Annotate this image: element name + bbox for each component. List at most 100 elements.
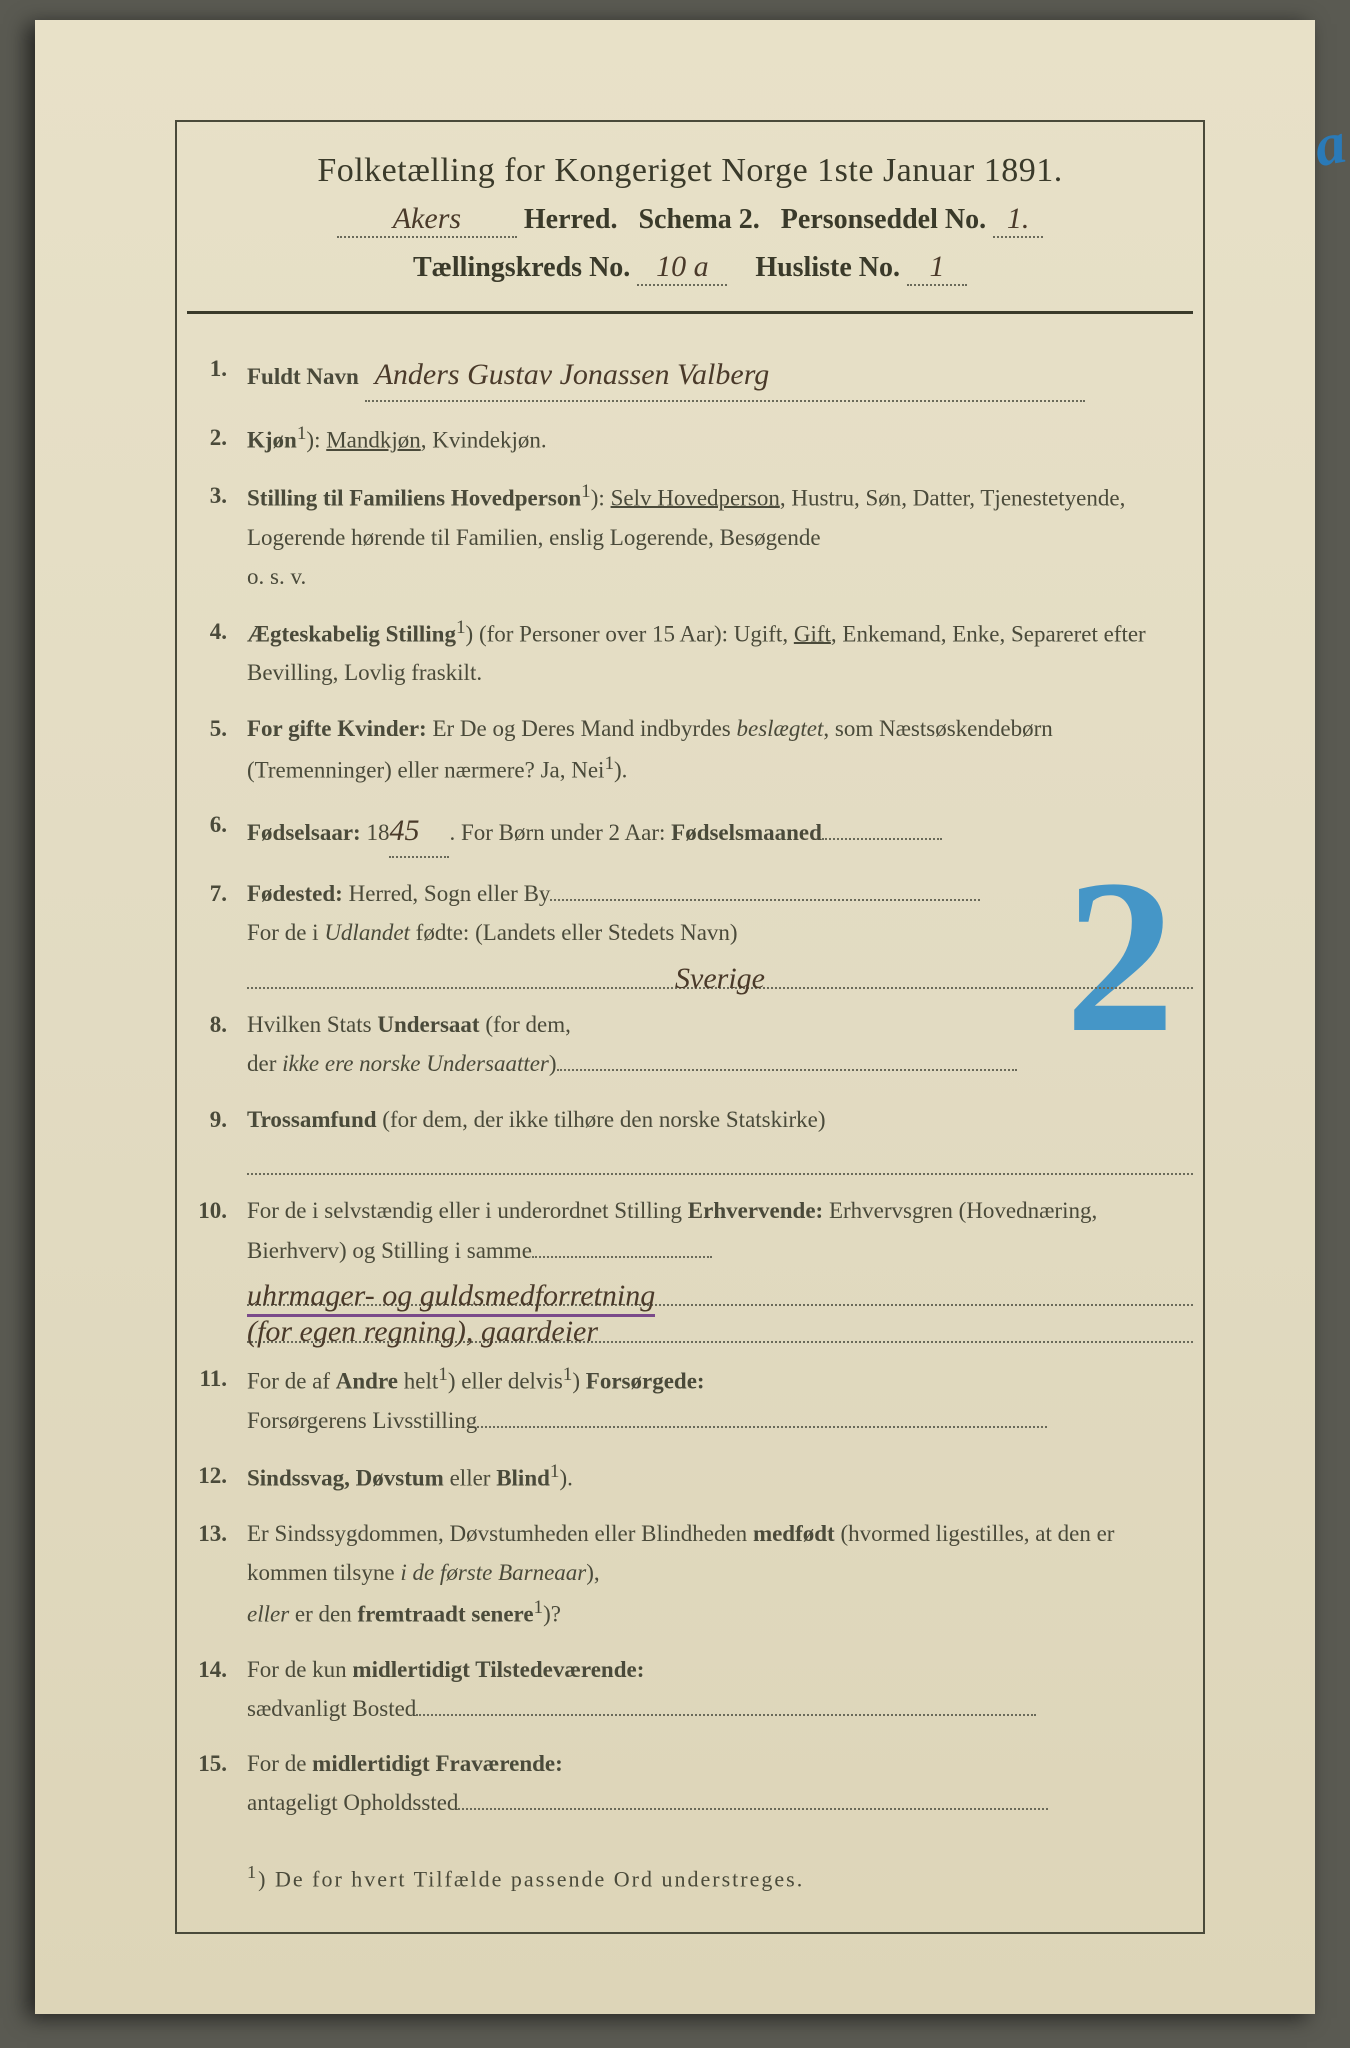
question-10: 10. For de i selvstændig eller i underor…: [187, 1191, 1193, 1343]
q11-sup1: 1: [438, 1364, 448, 1385]
q4-num: 4.: [187, 612, 247, 693]
q13-rest1: Er Sindssygdommen, Døvstumheden eller Bl…: [247, 1521, 753, 1546]
herred-value: Akers: [337, 202, 517, 238]
q2-opt2: , Kvindekjøn.: [421, 428, 547, 453]
q7-blank1: [550, 899, 980, 901]
footnote-text: ) De for hvert Tilfælde passende Ord und…: [258, 1866, 804, 1891]
sub-line-2: Tællingskreds No. 10 a Husliste No. 1: [187, 250, 1193, 286]
q8-line2a: der: [247, 1051, 282, 1076]
q5-italic: beslægtet: [736, 716, 823, 741]
q13-label2: fremtraadt senere: [357, 1602, 533, 1627]
question-14: 14. For de kun midlertidigt Tilstedevære…: [187, 1650, 1193, 1728]
q13-rest4: )?: [543, 1602, 561, 1627]
q11-line2: Forsørgerens Livsstilling: [247, 1408, 477, 1433]
q14-num: 14.: [187, 1650, 247, 1728]
question-7: 7. Fødested: Herred, Sogn eller By For d…: [187, 874, 1193, 989]
question-8: 8. Hvilken Stats Undersaat (for dem, der…: [187, 1005, 1193, 1083]
q7-line2a: For de i: [247, 920, 324, 945]
q10-hand2: (for egen regning), gaardeier: [247, 1315, 598, 1348]
q3-sup: 1: [581, 481, 591, 502]
title-prefix: Folketælling for Kongeriget Norge 1ste J…: [317, 152, 974, 189]
sub-line-1: Akers Herred. Schema 2. Personseddel No.…: [187, 202, 1193, 238]
q12-num: 12.: [187, 1456, 247, 1498]
q11-blank: [477, 1426, 1047, 1428]
q13-sup: 1: [534, 1597, 544, 1618]
q2-rest: ):: [306, 428, 326, 453]
title-year: 1891.: [984, 152, 1063, 189]
q11-rest2: helt: [398, 1369, 438, 1394]
q4-sup: 1: [456, 617, 466, 638]
q3-rest: ):: [591, 485, 611, 510]
q8-label: Hvilken Stats Undersaat: [247, 1012, 480, 1037]
q8-line2b: ikke ere norske Undersaatter: [282, 1051, 549, 1076]
q5-sup: 1: [604, 753, 614, 774]
husliste-label: Husliste No.: [755, 252, 900, 283]
personseddel-label: Personseddel No.: [781, 204, 986, 235]
q1-num: 1.: [187, 349, 247, 402]
q5-num: 5.: [187, 709, 247, 790]
q7-rest: Herred, Sogn eller By: [343, 881, 551, 906]
q11-rest1: For de af: [247, 1369, 336, 1394]
question-15: 15. For de midlertidigt Fraværende: anta…: [187, 1744, 1193, 1822]
q9-rest: (for dem, der ikke tilhøre den norske St…: [377, 1107, 826, 1132]
q6-num: 6.: [187, 805, 247, 858]
q6-blank: [822, 838, 942, 840]
q15-label: midlertidigt Fraværende:: [312, 1751, 563, 1776]
q2-opt1: Mandkjøn: [326, 428, 421, 453]
q7-label: Fødested:: [247, 881, 343, 906]
q8-num: 8.: [187, 1005, 247, 1083]
q9-num: 9.: [187, 1100, 247, 1176]
question-3: 3. Stilling til Familiens Hovedperson1):…: [187, 476, 1193, 596]
q8-rest: (for dem,: [480, 1012, 571, 1037]
question-9: 9. Trossamfund (for dem, der ikke tilhør…: [187, 1100, 1193, 1176]
q4-label: Ægteskabelig Stilling: [247, 621, 456, 646]
q10-label: Erhvervende:: [688, 1198, 823, 1223]
q2-num: 2.: [187, 418, 247, 460]
q4-selected: Gift: [794, 621, 831, 646]
q8-line2c: ): [549, 1051, 557, 1076]
question-13: 13. Er Sindssygdommen, Døvstumheden elle…: [187, 1514, 1193, 1634]
question-12: 12. Sindssvag, Døvstum eller Blind1).: [187, 1456, 1193, 1498]
form-border: Folketælling for Kongeriget Norge 1ste J…: [175, 120, 1205, 1934]
footnote-sup: 1: [247, 1862, 258, 1882]
q5-label: For gifte Kvinder:: [247, 716, 427, 741]
q11-rest4: ): [572, 1369, 585, 1394]
q1-value: Anders Gustav Jonassen Valberg: [365, 349, 1085, 402]
q9-label: Trossamfund: [247, 1107, 377, 1132]
q15-line2: antageligt Opholdssted: [247, 1790, 458, 1815]
footnote: 1) De for hvert Tilfælde passende Ord un…: [187, 1862, 1193, 1892]
q6-label: Fødselsaar:: [247, 820, 361, 845]
q4-rest: ) (for Personer over 15 Aar): Ugift,: [466, 621, 794, 646]
question-11: 11. For de af Andre helt1) eller delvis1…: [187, 1359, 1193, 1440]
q13-italic: i de første Barneaar: [400, 1560, 586, 1585]
husliste-value: 1: [907, 250, 967, 286]
q11-label2: Forsørgede:: [586, 1369, 705, 1394]
q14-rest1: For de kun: [247, 1657, 352, 1682]
q7-line2b: Udlandet: [324, 920, 410, 945]
q13-num: 13.: [187, 1514, 247, 1634]
q10-rest1: For de i selvstændig eller i underordnet…: [247, 1198, 688, 1223]
q2-sup: 1: [297, 423, 307, 444]
title-line: Folketælling for Kongeriget Norge 1ste J…: [187, 152, 1193, 190]
question-6: 6. Fødselsaar: 1845. For Børn under 2 Aa…: [187, 805, 1193, 858]
q12-rest2: ).: [560, 1466, 573, 1491]
q13-line2a: eller: [247, 1602, 289, 1627]
q11-label: Andre: [336, 1369, 398, 1394]
q7-line2c: fødte: (Landets eller Stedets Navn): [410, 920, 738, 945]
q14-blank: [416, 1714, 1036, 1716]
q11-sup2: 1: [563, 1364, 573, 1385]
q7-num: 7.: [187, 874, 247, 989]
schema-label: Schema 2.: [638, 204, 759, 235]
q14-label: midlertidigt Tilstedeværende:: [352, 1657, 644, 1682]
q5-rest3: ).: [614, 757, 627, 782]
q8-blank: [557, 1069, 1017, 1071]
q3-selected: Selv Hovedperson: [611, 485, 780, 510]
q5-rest: Er De og Deres Mand indbyrdes: [427, 716, 737, 741]
q13-line2b: er den: [289, 1602, 357, 1627]
q12-sup: 1: [550, 1461, 560, 1482]
kreds-value: 10 a: [637, 250, 727, 286]
q10-blank1: [532, 1256, 712, 1258]
q13-rest3: ),: [586, 1560, 599, 1585]
q12-label2: Blind: [496, 1466, 550, 1491]
question-5: 5. For gifte Kvinder: Er De og Deres Man…: [187, 709, 1193, 790]
